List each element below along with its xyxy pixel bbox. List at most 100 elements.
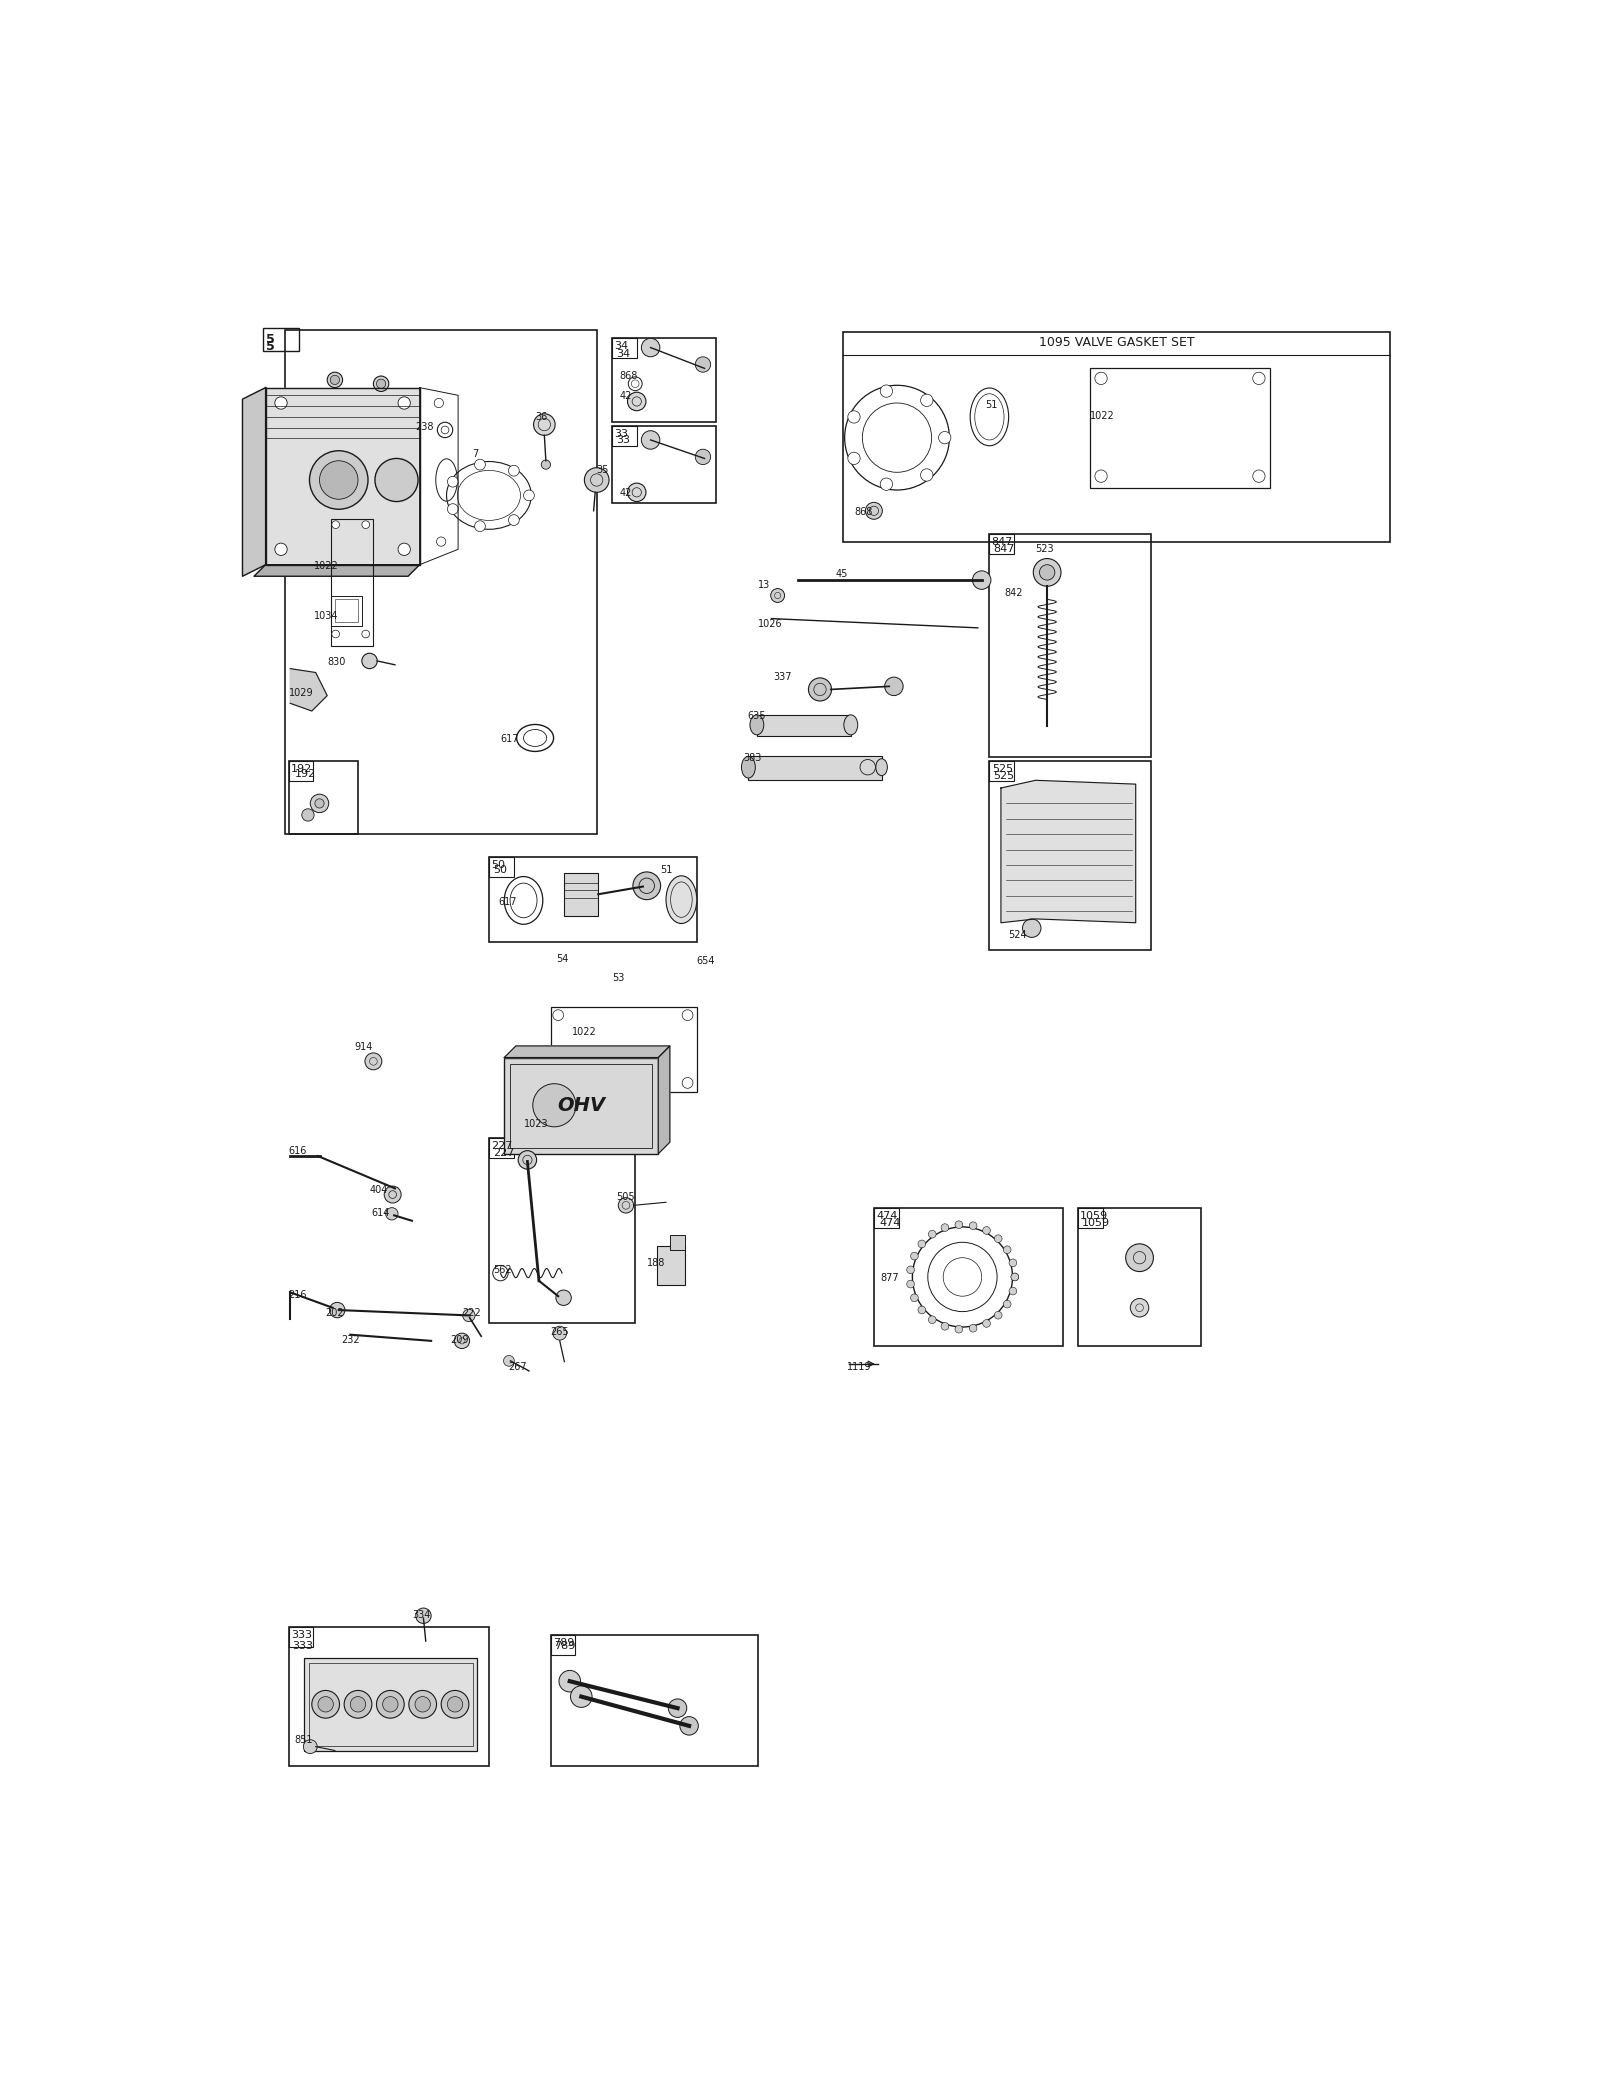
Bar [749, 755, 882, 780]
Text: 202: 202 [326, 1307, 344, 1318]
Text: 789: 789 [554, 1637, 574, 1648]
Ellipse shape [843, 716, 858, 735]
Circle shape [309, 450, 368, 508]
Text: 1022: 1022 [1090, 411, 1114, 421]
Bar [1090, 369, 1270, 488]
Circle shape [437, 537, 446, 546]
Circle shape [848, 452, 861, 465]
Bar [874, 1208, 1062, 1347]
Circle shape [1003, 1245, 1011, 1253]
Text: 51: 51 [986, 400, 998, 411]
Circle shape [907, 1266, 915, 1274]
Circle shape [533, 1083, 576, 1127]
Bar [288, 1627, 314, 1648]
Text: 523: 523 [1035, 544, 1054, 554]
Circle shape [555, 1291, 571, 1305]
Circle shape [344, 1691, 371, 1718]
Circle shape [885, 676, 902, 695]
Bar [304, 1658, 477, 1751]
Polygon shape [266, 388, 419, 564]
Text: 851: 851 [294, 1735, 314, 1745]
Circle shape [533, 413, 555, 436]
Circle shape [1034, 558, 1061, 587]
Bar [309, 1662, 472, 1745]
Text: 842: 842 [1005, 587, 1024, 598]
Circle shape [1130, 1299, 1149, 1318]
Text: 34: 34 [614, 340, 629, 351]
Text: 654: 654 [698, 957, 715, 965]
Bar [1078, 1208, 1102, 1228]
Text: 334: 334 [411, 1610, 430, 1621]
Circle shape [373, 376, 389, 392]
Polygon shape [1002, 780, 1136, 923]
Text: 45: 45 [835, 569, 848, 579]
Circle shape [627, 392, 646, 411]
Circle shape [475, 459, 485, 471]
Bar [613, 425, 717, 502]
Bar [288, 762, 358, 834]
Circle shape [584, 467, 610, 492]
Circle shape [1010, 1260, 1016, 1266]
Text: 1022: 1022 [314, 560, 339, 571]
Text: 227: 227 [493, 1147, 514, 1158]
Circle shape [554, 1077, 563, 1087]
Circle shape [1003, 1301, 1011, 1307]
Text: 5: 5 [266, 332, 275, 347]
Circle shape [382, 1697, 398, 1712]
Circle shape [558, 1670, 581, 1691]
Text: 404: 404 [370, 1185, 387, 1195]
Circle shape [448, 477, 458, 488]
Text: 50: 50 [491, 861, 506, 869]
Circle shape [907, 1280, 915, 1289]
Text: 7: 7 [472, 448, 478, 459]
Circle shape [642, 432, 659, 448]
Text: 562: 562 [493, 1266, 512, 1276]
Bar [331, 519, 373, 645]
Text: 789: 789 [554, 1641, 576, 1652]
Circle shape [414, 1697, 430, 1712]
Circle shape [312, 1691, 339, 1718]
Text: 265: 265 [550, 1328, 570, 1336]
Circle shape [642, 338, 659, 357]
Text: 868: 868 [854, 506, 874, 517]
Circle shape [880, 477, 893, 490]
Circle shape [1253, 471, 1266, 481]
Bar [550, 1635, 574, 1656]
Circle shape [310, 795, 328, 813]
Bar [490, 857, 698, 942]
Text: 227: 227 [491, 1141, 512, 1152]
Circle shape [918, 1305, 926, 1313]
Text: OHV: OHV [557, 1096, 605, 1114]
Bar [613, 425, 637, 446]
Text: 847: 847 [992, 537, 1013, 548]
Circle shape [475, 521, 485, 531]
Text: 525: 525 [992, 764, 1013, 774]
Circle shape [682, 1077, 693, 1087]
Circle shape [318, 1697, 333, 1712]
Circle shape [320, 461, 358, 500]
Circle shape [442, 1691, 469, 1718]
Circle shape [941, 1224, 949, 1230]
Circle shape [571, 1685, 592, 1708]
Text: 868: 868 [619, 371, 638, 380]
Circle shape [416, 1608, 430, 1623]
Circle shape [941, 1322, 949, 1330]
Bar [989, 533, 1014, 554]
Circle shape [275, 544, 286, 556]
Text: 1029: 1029 [288, 689, 314, 697]
Text: 333: 333 [291, 1631, 312, 1641]
Text: 1119: 1119 [846, 1361, 872, 1372]
Text: 474: 474 [880, 1218, 901, 1228]
Circle shape [910, 1251, 918, 1260]
Circle shape [398, 396, 410, 409]
Circle shape [973, 571, 990, 589]
Bar [550, 1008, 698, 1091]
Circle shape [541, 461, 550, 469]
Text: 209: 209 [451, 1334, 469, 1345]
Bar [334, 600, 358, 622]
Circle shape [808, 679, 832, 701]
Circle shape [554, 1011, 563, 1021]
Text: 1095 VALVE GASKET SET: 1095 VALVE GASKET SET [1038, 336, 1194, 349]
Bar [490, 857, 514, 878]
Text: 635: 635 [747, 712, 766, 720]
